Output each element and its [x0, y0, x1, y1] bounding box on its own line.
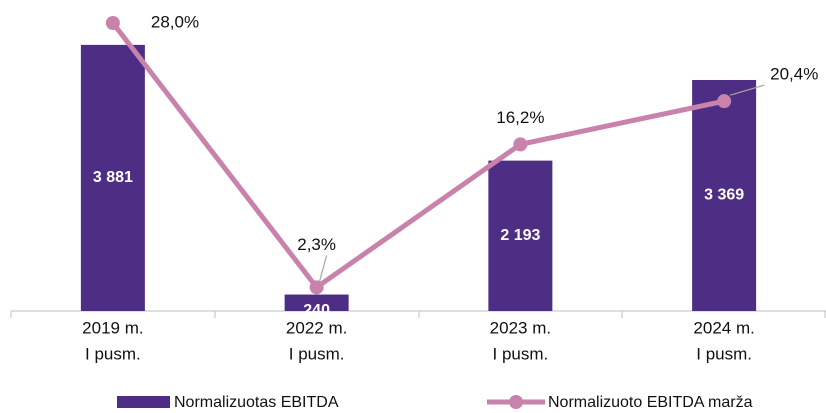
legend-swatch [117, 396, 170, 408]
line-point [717, 94, 732, 109]
bar-value-label: 3 881 [93, 169, 133, 186]
line-point [105, 16, 120, 30]
legend-label: Normalizuotas EBITDA [174, 394, 339, 411]
line-point [309, 280, 324, 295]
bar [80, 44, 145, 311]
legend-swatch-marker [509, 395, 523, 409]
bar [488, 160, 553, 311]
bar-value-label: 240 [303, 302, 330, 319]
bar [284, 294, 349, 311]
x-tick-label: I pusm. [696, 344, 752, 363]
leader-line [729, 84, 765, 96]
x-tick-label: 2024 m. [693, 318, 754, 337]
legend-label: Normalizuoto EBITDA marža [548, 394, 753, 411]
bar [692, 79, 757, 312]
line-value-label: 28,0% [151, 12, 199, 31]
leader-line [319, 255, 328, 282]
x-tick-label: I pusm. [85, 344, 141, 363]
x-tick-label: I pusm. [289, 344, 345, 363]
line-point [513, 137, 528, 152]
x-tick-label: I pusm. [493, 344, 549, 363]
line-value-label: 20,4% [770, 65, 818, 84]
x-tick-label: 2019 m. [82, 318, 143, 337]
x-tick-label: 2022 m. [286, 318, 347, 337]
x-tick-label: 2023 m. [490, 318, 551, 337]
line [110, 21, 725, 290]
line-value-label: 2,3% [297, 235, 336, 254]
x-axis-ticks [10, 311, 826, 318]
line-value-label: 16,2% [496, 108, 544, 127]
bar-value-label: 2 193 [500, 227, 540, 244]
bar-value-label: 3 369 [704, 187, 744, 204]
